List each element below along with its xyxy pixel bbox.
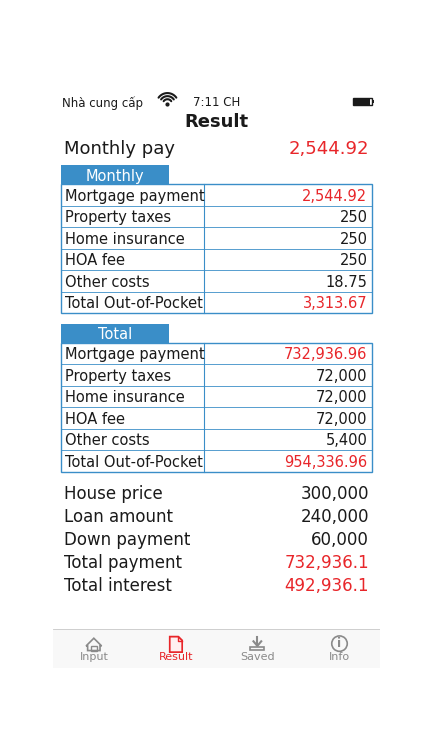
Text: Total Out-of-Pocket: Total Out-of-Pocket <box>65 455 203 470</box>
Text: Monthly: Monthly <box>85 169 144 184</box>
Text: Saved: Saved <box>240 652 275 662</box>
Text: 954,336.96: 954,336.96 <box>284 455 368 470</box>
Text: Input: Input <box>79 652 108 662</box>
Text: 72,000: 72,000 <box>316 412 368 427</box>
Bar <box>60 324 169 343</box>
Text: Result: Result <box>159 652 193 662</box>
Text: Monthly pay: Monthly pay <box>65 140 176 158</box>
Text: 732,936.96: 732,936.96 <box>284 347 368 362</box>
Text: 732,936.1: 732,936.1 <box>284 554 369 572</box>
Text: Home insurance: Home insurance <box>65 232 185 247</box>
Text: House price: House price <box>65 485 163 503</box>
Text: Property taxes: Property taxes <box>65 210 171 225</box>
Text: 250: 250 <box>339 210 368 225</box>
Bar <box>53 629 380 668</box>
Polygon shape <box>170 637 182 652</box>
Bar <box>354 98 372 106</box>
Text: Result: Result <box>184 113 248 131</box>
Text: 60,000: 60,000 <box>311 531 369 549</box>
Text: 7:11 CH: 7:11 CH <box>193 96 240 109</box>
Text: Total interest: Total interest <box>65 578 172 596</box>
Text: HOA fee: HOA fee <box>65 412 125 427</box>
Text: 2,544.92: 2,544.92 <box>302 188 368 203</box>
Text: Mortgage payment: Mortgage payment <box>65 188 205 203</box>
Text: Property taxes: Property taxes <box>65 369 171 384</box>
Text: 250: 250 <box>339 254 368 268</box>
Text: Nhà cung cấp: Nhà cung cấp <box>62 96 143 109</box>
Text: HOA fee: HOA fee <box>65 254 125 268</box>
Text: 492,936.1: 492,936.1 <box>284 578 369 596</box>
Bar <box>60 166 169 184</box>
Text: Other costs: Other costs <box>65 433 150 448</box>
Text: 3,313.67: 3,313.67 <box>303 296 368 311</box>
Text: Loan amount: Loan amount <box>65 508 173 526</box>
Text: Down payment: Down payment <box>65 531 191 549</box>
Text: 72,000: 72,000 <box>316 390 368 405</box>
Text: 5,400: 5,400 <box>325 433 368 448</box>
Bar <box>250 646 264 650</box>
Text: 250: 250 <box>339 232 368 247</box>
Text: Other costs: Other costs <box>65 274 150 290</box>
Bar <box>60 184 372 314</box>
Text: Info: Info <box>329 652 350 662</box>
Text: 240,000: 240,000 <box>300 508 369 526</box>
Bar <box>60 343 372 472</box>
Text: Mortgage payment: Mortgage payment <box>65 347 205 362</box>
Text: Total payment: Total payment <box>65 554 182 572</box>
Bar <box>372 100 373 103</box>
Text: Total: Total <box>97 327 132 342</box>
Text: 18.75: 18.75 <box>325 274 368 290</box>
Text: 300,000: 300,000 <box>300 485 369 503</box>
Polygon shape <box>170 637 182 652</box>
Text: Total Out-of-Pocket: Total Out-of-Pocket <box>65 296 203 311</box>
Text: Home insurance: Home insurance <box>65 390 185 405</box>
Text: i: i <box>338 638 341 650</box>
Text: 72,000: 72,000 <box>316 369 368 384</box>
Bar <box>91 646 97 650</box>
Bar <box>354 98 370 105</box>
Text: 2,544.92: 2,544.92 <box>289 140 369 158</box>
